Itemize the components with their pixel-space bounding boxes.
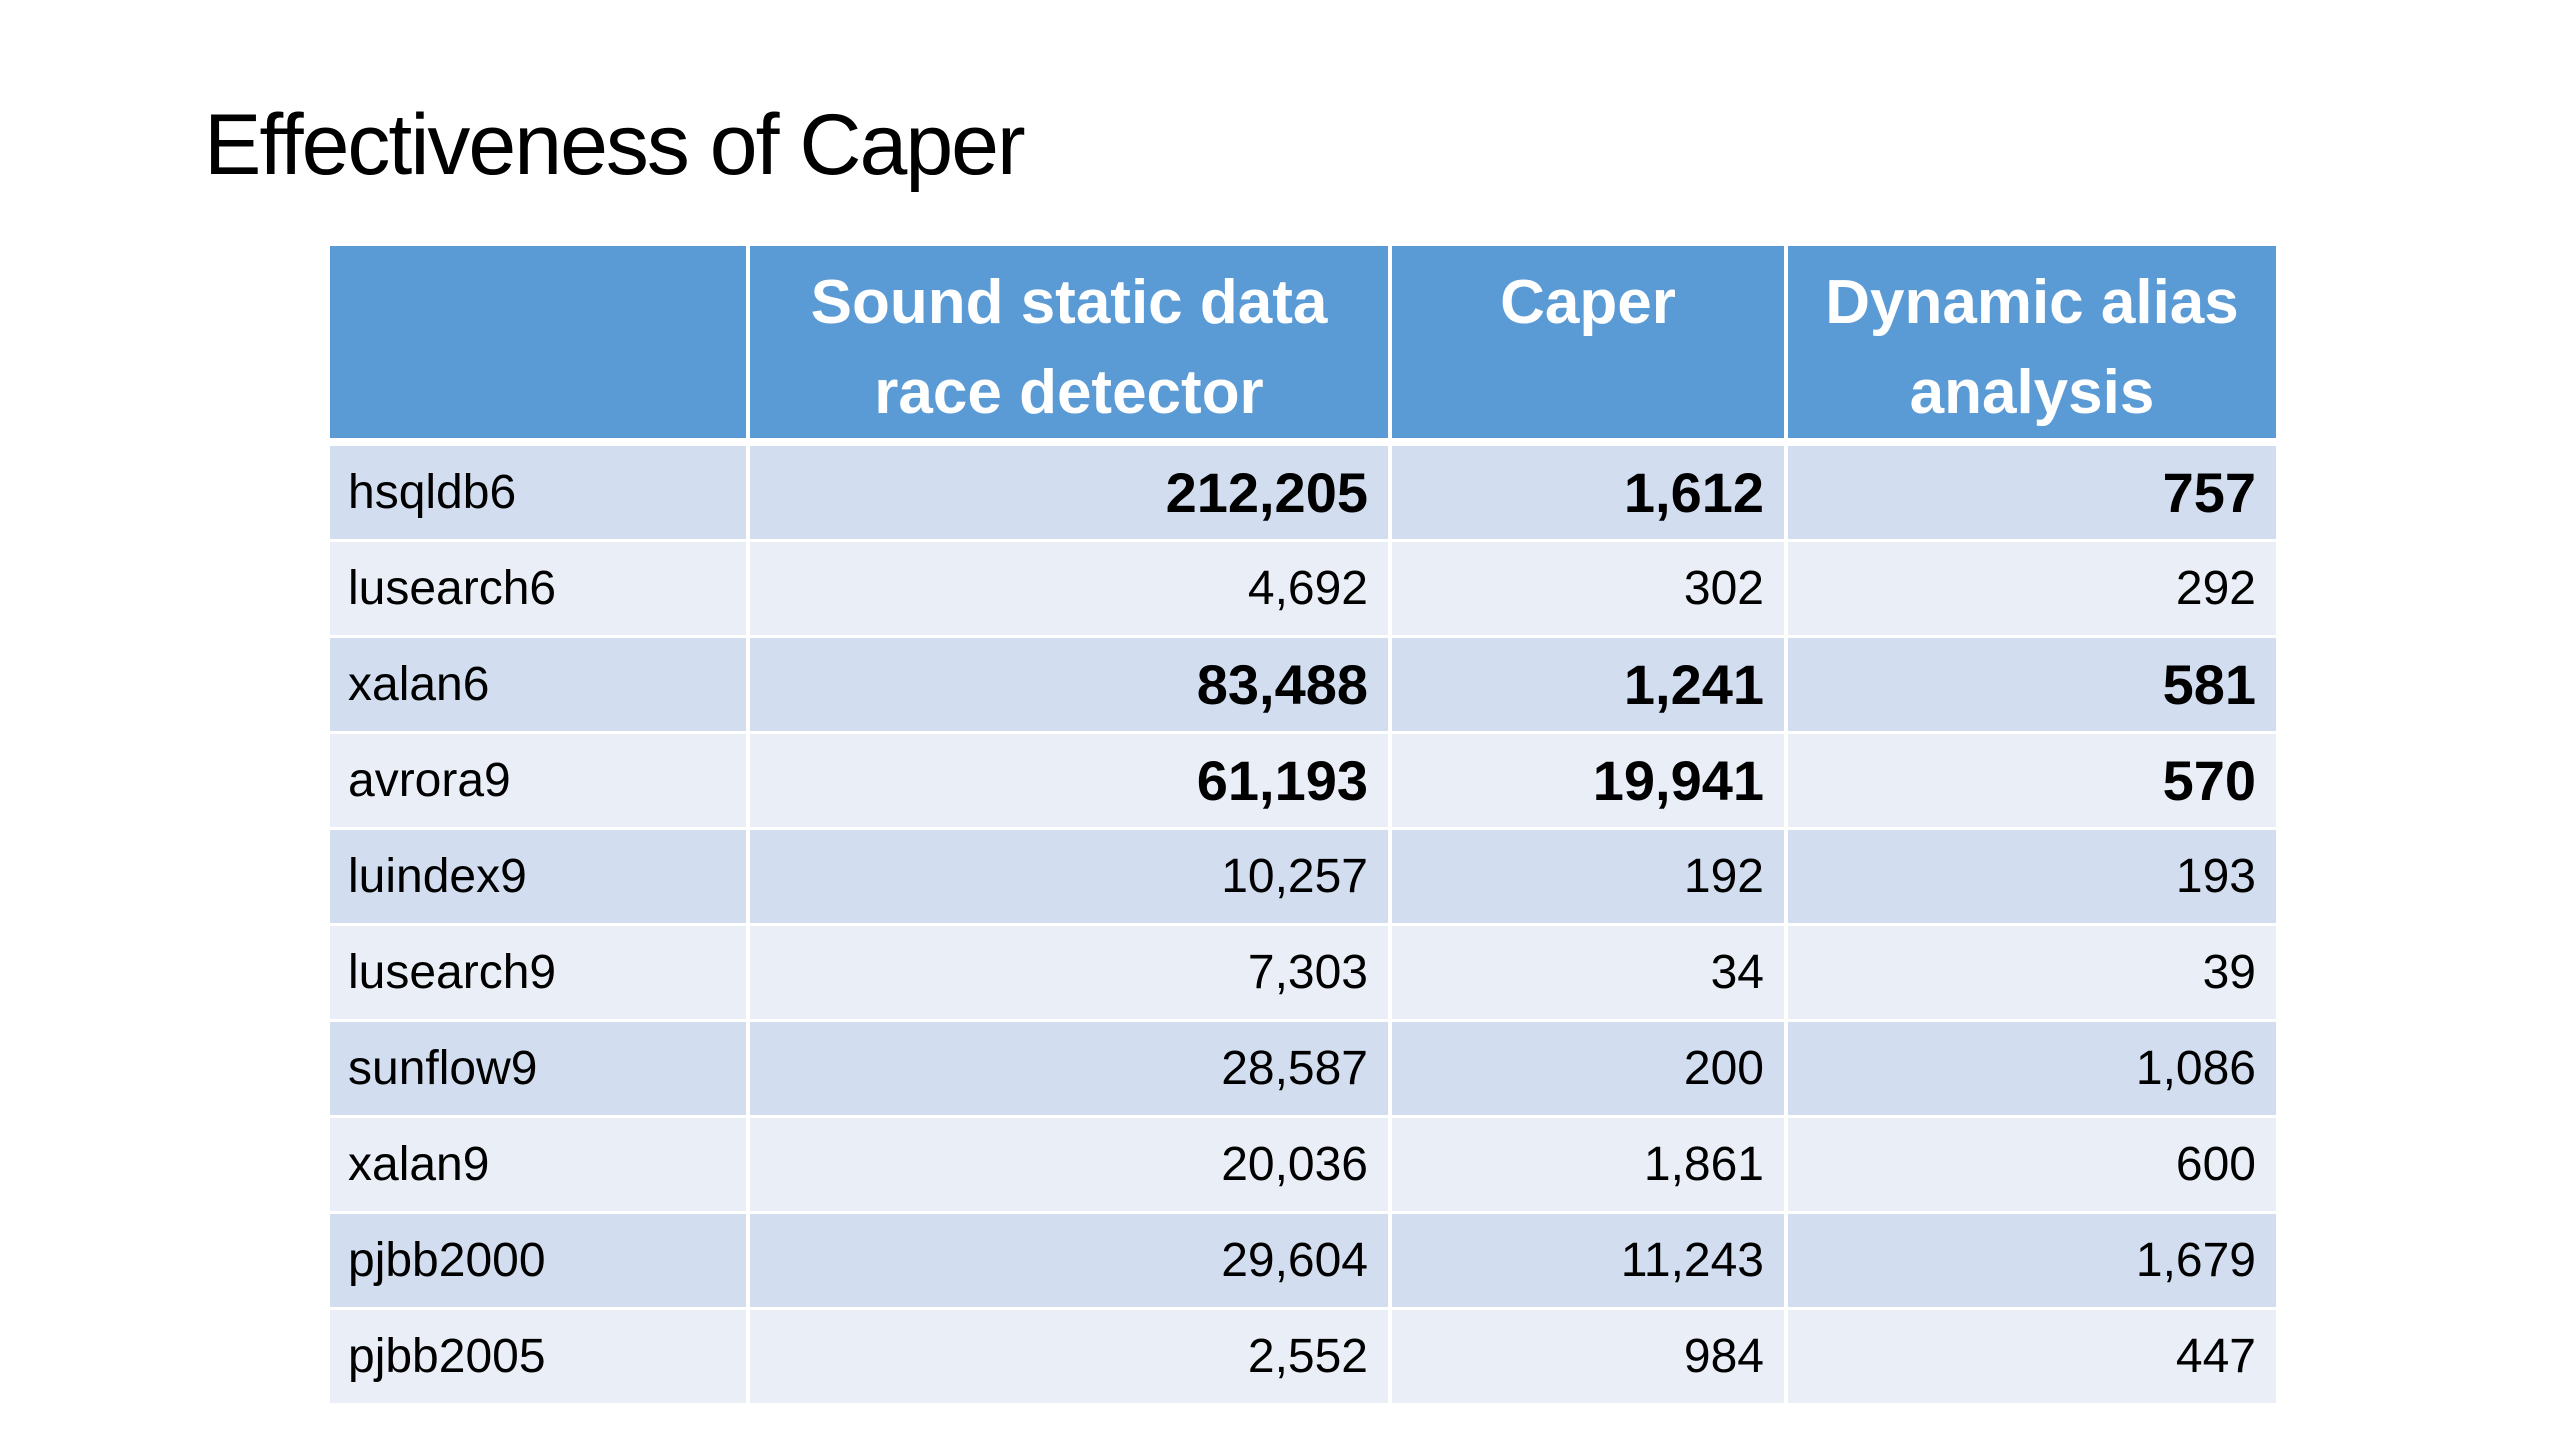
cell-benchmark: pjbb2000 (330, 1213, 750, 1310)
table-row: pjbb2000 29,604 11,243 1,679 (330, 1213, 2276, 1310)
cell-dynamic-alias: 447 (1788, 1309, 2276, 1406)
slide-title: Effectiveness of Caper (204, 97, 1026, 193)
cell-caper: 302 (1392, 541, 1788, 638)
cell-benchmark: avrora9 (330, 733, 750, 830)
cell-dynamic-alias: 570 (1788, 733, 2276, 830)
cell-benchmark: xalan9 (330, 1117, 750, 1214)
cell-caper: 34 (1392, 925, 1788, 1022)
cell-benchmark: luindex9 (330, 829, 750, 926)
table-row: xalan9 20,036 1,861 600 (330, 1117, 2276, 1214)
cell-sound-detector: 2,552 (750, 1309, 1392, 1406)
cell-caper: 1,612 (1392, 445, 1788, 542)
cell-sound-detector: 28,587 (750, 1021, 1392, 1118)
cell-dynamic-alias: 757 (1788, 445, 2276, 542)
cell-sound-detector: 10,257 (750, 829, 1392, 926)
cell-benchmark: lusearch9 (330, 925, 750, 1022)
table-row: pjbb2005 2,552 984 447 (330, 1309, 2276, 1406)
table-row: avrora9 61,193 19,941 570 (330, 733, 2276, 830)
cell-benchmark: lusearch6 (330, 541, 750, 638)
cell-dynamic-alias: 1,086 (1788, 1021, 2276, 1118)
cell-sound-detector: 7,303 (750, 925, 1392, 1022)
cell-sound-detector: 83,488 (750, 637, 1392, 734)
cell-sound-detector: 4,692 (750, 541, 1392, 638)
table-body: hsqldb6 212,205 1,612 757 lusearch6 4,692 302 2… (330, 445, 2276, 1406)
header-caper: Caper (1392, 246, 1788, 446)
cell-dynamic-alias: 193 (1788, 829, 2276, 926)
cell-caper: 192 (1392, 829, 1788, 926)
cell-benchmark: hsqldb6 (330, 445, 750, 542)
table-row: lusearch6 4,692 302 292 (330, 541, 2276, 638)
cell-sound-detector: 212,205 (750, 445, 1392, 542)
cell-dynamic-alias: 39 (1788, 925, 2276, 1022)
header-dynamic-alias: Dynamic alias analysis (1788, 246, 2276, 446)
cell-dynamic-alias: 292 (1788, 541, 2276, 638)
table-row: sunflow9 28,587 200 1,086 (330, 1021, 2276, 1118)
table-row: luindex9 10,257 192 193 (330, 829, 2276, 926)
cell-sound-detector: 61,193 (750, 733, 1392, 830)
cell-benchmark: xalan6 (330, 637, 750, 734)
results-table: Sound static data race detector Caper Dy… (330, 246, 2276, 1406)
cell-caper: 200 (1392, 1021, 1788, 1118)
table-row: hsqldb6 212,205 1,612 757 (330, 445, 2276, 542)
header-benchmark (330, 246, 750, 446)
table-header: Sound static data race detector Caper Dy… (330, 246, 2276, 446)
cell-dynamic-alias: 600 (1788, 1117, 2276, 1214)
header-row: Sound static data race detector Caper Dy… (330, 246, 2276, 446)
header-sound-detector: Sound static data race detector (750, 246, 1392, 446)
cell-benchmark: pjbb2005 (330, 1309, 750, 1406)
cell-caper: 11,243 (1392, 1213, 1788, 1310)
cell-dynamic-alias: 1,679 (1788, 1213, 2276, 1310)
cell-dynamic-alias: 581 (1788, 637, 2276, 734)
cell-sound-detector: 29,604 (750, 1213, 1392, 1310)
cell-sound-detector: 20,036 (750, 1117, 1392, 1214)
cell-caper: 1,861 (1392, 1117, 1788, 1214)
table-row: lusearch9 7,303 34 39 (330, 925, 2276, 1022)
cell-caper: 19,941 (1392, 733, 1788, 830)
table-row: xalan6 83,488 1,241 581 (330, 637, 2276, 734)
cell-caper: 984 (1392, 1309, 1788, 1406)
cell-caper: 1,241 (1392, 637, 1788, 734)
cell-benchmark: sunflow9 (330, 1021, 750, 1118)
